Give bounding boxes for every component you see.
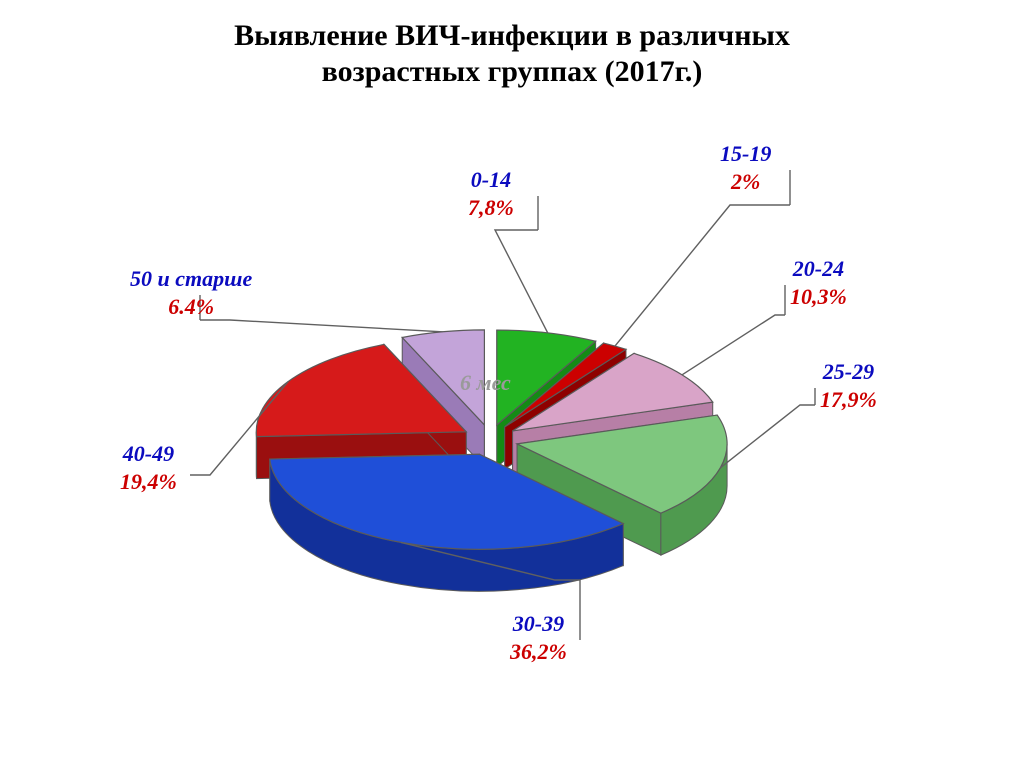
slice-label: 40-4919,4% [120, 440, 177, 495]
slice-label: 0-147,8% [468, 166, 514, 221]
chart-title: Выявление ВИЧ-инфекции в различных возра… [0, 0, 1024, 90]
slice-category: 15-19 [720, 140, 771, 168]
slice-label: 15-192% [720, 140, 771, 195]
leader-line [200, 320, 442, 332]
slice-category: 50 и старше [130, 265, 252, 293]
slice-label: 20-2410,3% [790, 255, 847, 310]
leader-line [682, 315, 785, 375]
title-line-2: возрастных группах (2017г.) [322, 55, 703, 88]
leader-line [615, 205, 790, 346]
pie-chart: 0-147,8% 15-192% 20-2410,3% 25-2917,9% 30-39… [0, 110, 1024, 750]
slice-label: 50 и старше6.4% [130, 265, 252, 320]
slice-value: 19,4% [120, 468, 177, 496]
slice-label: 25-2917,9% [820, 358, 877, 413]
center-label: 6 мес [460, 370, 511, 396]
slice-category: 40-49 [120, 440, 177, 468]
slice-category: 0-14 [468, 166, 514, 194]
slice-value: 7,8% [468, 194, 514, 222]
slice-value: 10,3% [790, 283, 847, 311]
leader-line [495, 230, 548, 333]
slice-label: 30-3936,2% [510, 610, 567, 665]
slice-value: 36,2% [510, 638, 567, 666]
slice-category: 20-24 [790, 255, 847, 283]
title-line-1: Выявление ВИЧ-инфекции в различных [234, 19, 790, 52]
slice-value: 17,9% [820, 386, 877, 414]
slice-category: 25-29 [820, 358, 877, 386]
slice-value: 6.4% [130, 293, 252, 321]
leader-line [720, 405, 815, 468]
slice-category: 30-39 [510, 610, 567, 638]
slice-value: 2% [720, 168, 771, 196]
